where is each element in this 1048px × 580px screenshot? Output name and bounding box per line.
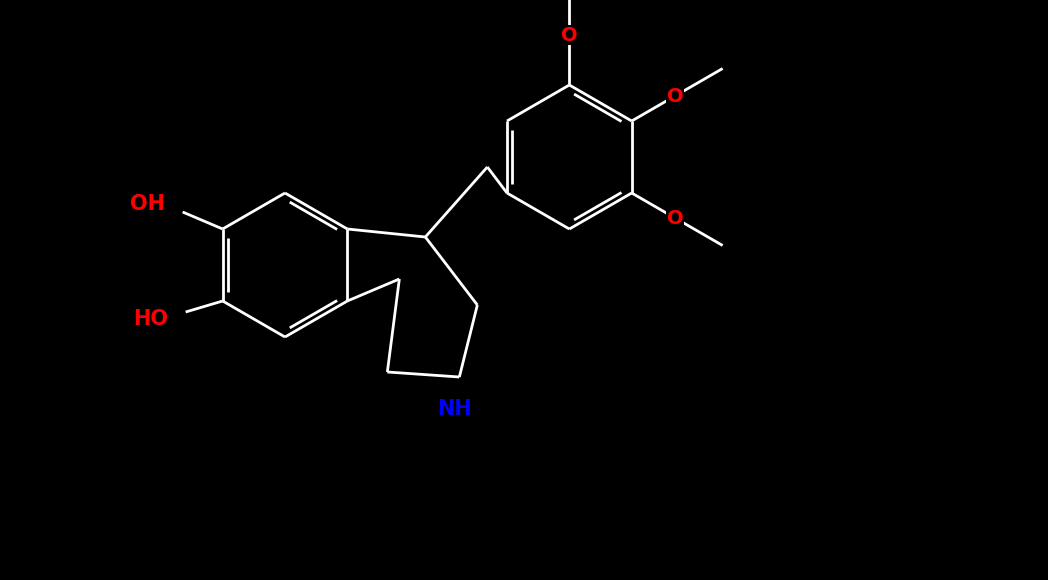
- Text: HO: HO: [133, 309, 168, 329]
- Text: NH: NH: [437, 399, 472, 419]
- Text: OH: OH: [130, 194, 165, 214]
- Text: O: O: [667, 86, 683, 106]
- Text: O: O: [561, 26, 577, 45]
- Text: O: O: [667, 208, 683, 227]
